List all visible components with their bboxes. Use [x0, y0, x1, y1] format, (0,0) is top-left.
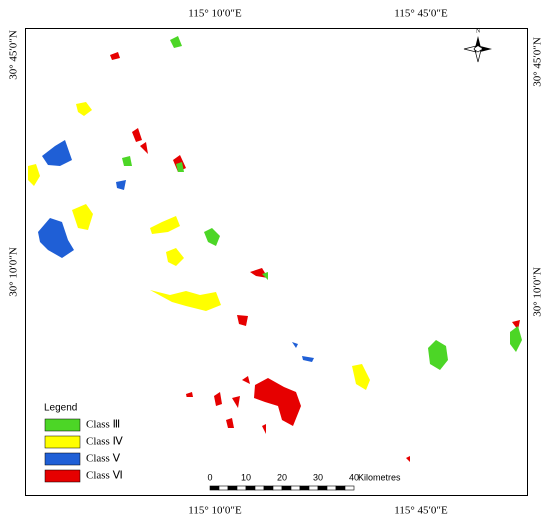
- water-body: [254, 378, 301, 426]
- coordinate-label: 30° 45′0″N: [532, 37, 544, 87]
- scale-tick-label: 10: [241, 472, 251, 482]
- coordinate-label: 30° 10′0″N: [8, 247, 20, 297]
- scale-segment: [245, 485, 256, 491]
- water-body: [176, 162, 184, 172]
- water-body: [232, 396, 240, 408]
- water-body: [150, 290, 221, 311]
- water-body: [140, 142, 148, 154]
- legend: Legend Class Ⅲ Class Ⅳ Class Ⅴ Class Ⅵ: [38, 397, 200, 490]
- scale-tick-label: 0: [207, 472, 212, 482]
- water-body: [110, 52, 120, 60]
- scale-segment: [317, 485, 328, 491]
- legend-swatch: [44, 452, 81, 466]
- water-body: [76, 102, 92, 116]
- legend-swatch: [44, 418, 81, 432]
- scale-segment: [308, 485, 319, 491]
- water-body: [72, 204, 93, 230]
- scale-segment: [290, 485, 301, 491]
- scale-segment: [326, 485, 337, 491]
- water-body: [302, 356, 314, 362]
- water-body: [122, 156, 132, 166]
- water-body: [42, 140, 72, 166]
- water-body: [510, 326, 522, 352]
- water-body: [204, 228, 220, 246]
- scale-segment: [344, 485, 355, 491]
- water-bodies: [28, 36, 522, 462]
- scale-segment: [299, 485, 310, 491]
- legend-swatch: [44, 435, 81, 449]
- coordinate-label: 115° 45′0″E: [394, 8, 448, 20]
- scale-segment: [335, 485, 346, 491]
- water-body: [352, 364, 370, 390]
- water-body: [237, 315, 248, 326]
- scale-segment: [218, 485, 229, 491]
- north-arrow: N: [463, 28, 492, 63]
- water-body: [166, 248, 184, 266]
- scale-tick-label: 30: [313, 472, 323, 482]
- water-body: [116, 180, 126, 190]
- water-body: [38, 218, 74, 258]
- water-body: [262, 424, 266, 434]
- scale-segment: [227, 485, 238, 491]
- water-body: [150, 216, 180, 234]
- scale-tick-label: 40: [349, 472, 359, 482]
- water-body: [226, 418, 234, 428]
- legend-label: Class Ⅲ: [86, 419, 120, 431]
- scale-tick-label: 20: [277, 472, 287, 482]
- water-body: [214, 392, 222, 406]
- water-body: [292, 342, 298, 348]
- scale-segment: [272, 485, 283, 491]
- legend-swatch: [44, 469, 81, 483]
- scale-segment: [236, 485, 247, 491]
- legend-label: Class Ⅴ: [86, 453, 121, 465]
- water-body: [28, 164, 40, 186]
- water-body: [262, 272, 268, 280]
- coordinate-label: 30° 10′0″N: [532, 267, 544, 317]
- scale-segment: [281, 485, 292, 491]
- north-label: N: [476, 28, 481, 34]
- water-body: [132, 128, 142, 142]
- legend-label: Class Ⅵ: [86, 470, 123, 482]
- coordinate-label: 30° 45′0″N: [8, 30, 20, 80]
- scale-unit: Kilometres: [358, 472, 401, 482]
- scale-segment: [254, 485, 265, 491]
- scale-segment: [263, 485, 274, 491]
- water-body: [406, 456, 410, 462]
- coordinate-label: 115° 45′0″E: [394, 505, 448, 517]
- water-body: [428, 340, 448, 370]
- water-body: [170, 36, 182, 48]
- coordinate-label: 115° 10′0″E: [188, 8, 242, 20]
- scale-segment: [209, 485, 220, 491]
- legend-title: Legend: [44, 403, 77, 414]
- coordinate-label: 115° 10′0″E: [188, 505, 242, 517]
- water-body: [242, 376, 250, 384]
- legend-label: Class Ⅳ: [86, 436, 124, 448]
